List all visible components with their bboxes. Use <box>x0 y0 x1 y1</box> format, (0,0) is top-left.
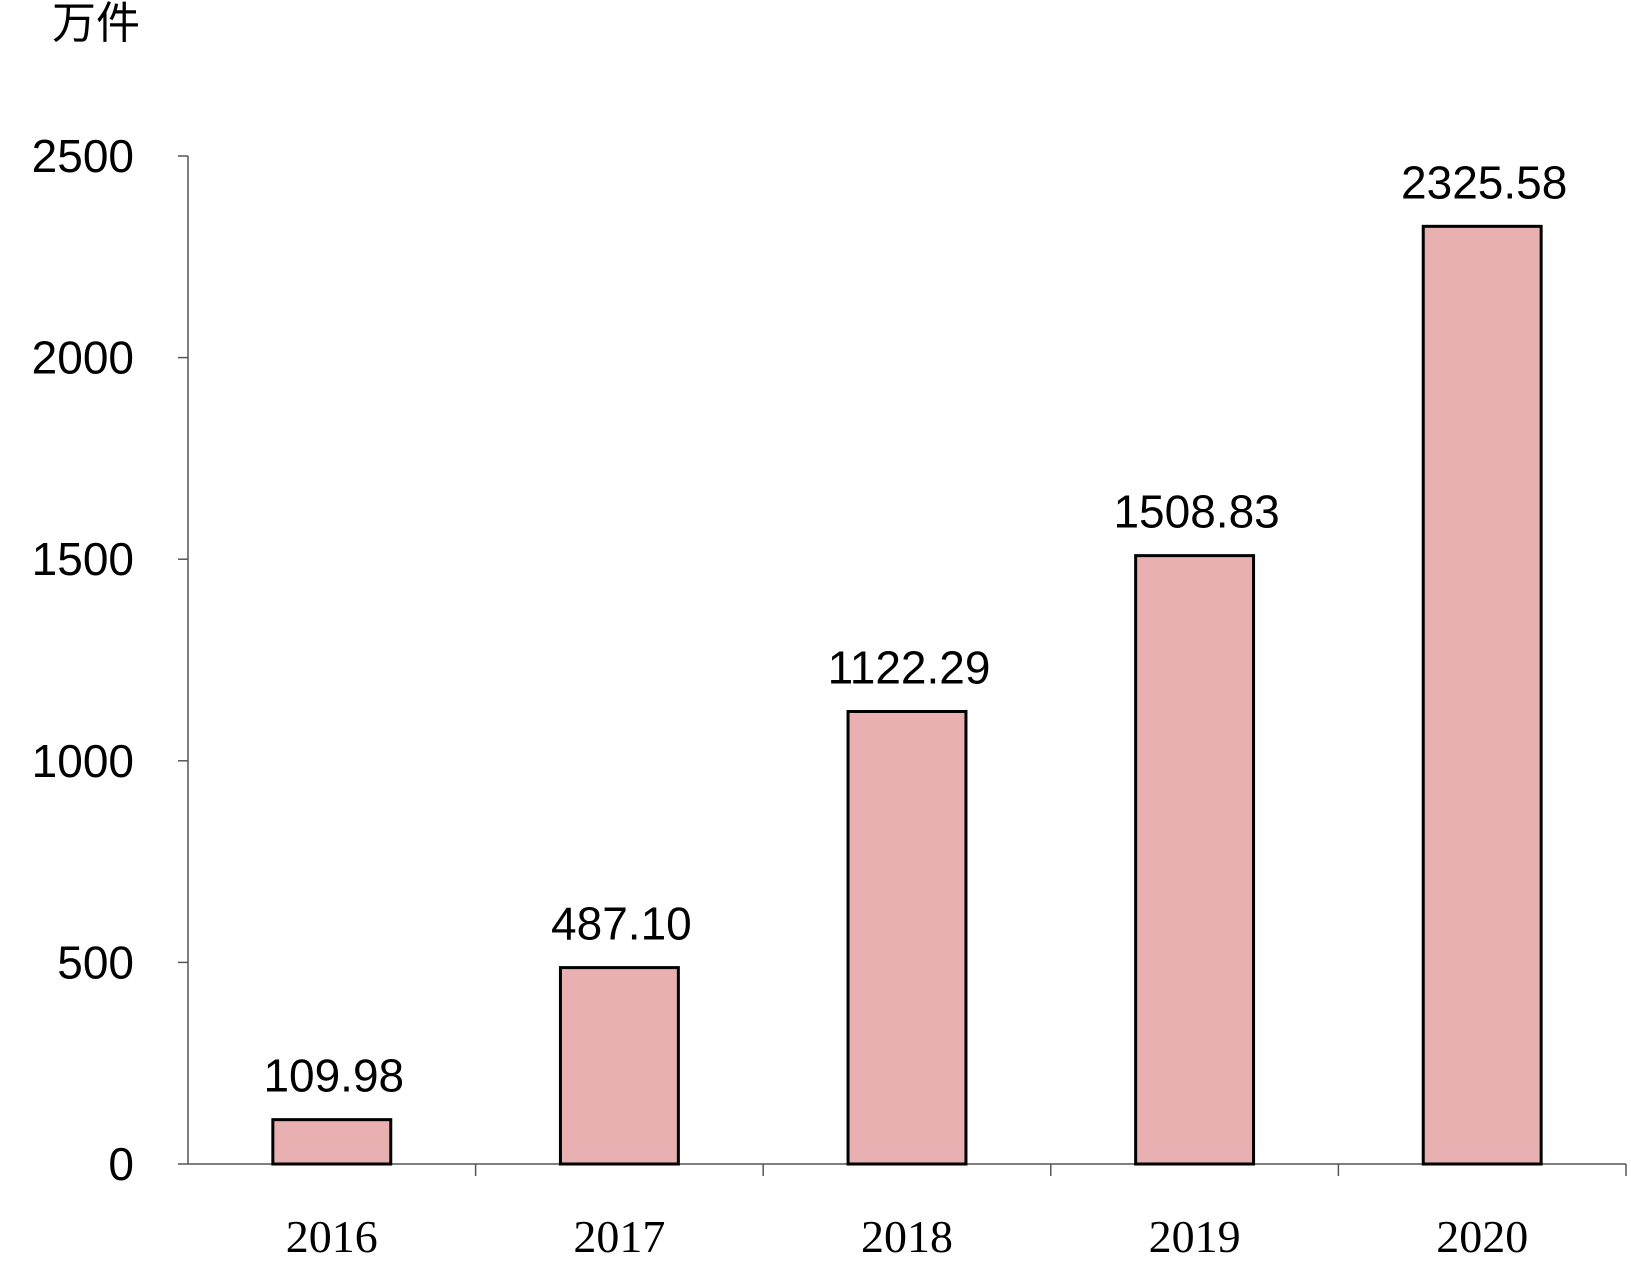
x-tick-label-2019: 2019 <box>1149 1211 1241 1262</box>
y-axis-unit-label: 万件 <box>52 0 140 49</box>
bar-2020 <box>1421 224 1543 1166</box>
x-tick-label-2017: 2017 <box>573 1211 665 1262</box>
x-axis: 2016 2017 2018 2019 2020 <box>188 1163 1627 1262</box>
x-tick-label-2018: 2018 <box>861 1211 953 1262</box>
y-tick-label: 1500 <box>32 533 134 585</box>
data-label-2020: 2325.58 <box>1401 156 1567 208</box>
y-tick-label: 500 <box>57 936 134 988</box>
y-tick-label: 1000 <box>32 735 134 787</box>
bar-2019 <box>1134 554 1256 1166</box>
x-tick-label-2016: 2016 <box>286 1211 378 1262</box>
data-labels: 109.98 487.10 1122.29 1508.83 2325.58 <box>263 156 1567 1101</box>
bar-2018 <box>846 709 968 1166</box>
x-tick-label-2020: 2020 <box>1436 1211 1528 1262</box>
data-label-2019: 1508.83 <box>1113 486 1279 538</box>
y-axis: 0 500 1000 1500 2000 2500 <box>32 130 189 1190</box>
y-tick-label: 2000 <box>32 332 134 384</box>
bar-2016 <box>271 1118 393 1166</box>
bars <box>271 224 1543 1166</box>
bar-2017 <box>558 966 680 1166</box>
data-label-2018: 1122.29 <box>828 641 991 693</box>
y-tick-label: 2500 <box>32 130 134 182</box>
data-label-2016: 109.98 <box>263 1050 404 1102</box>
data-label-2017: 487.10 <box>551 898 692 950</box>
y-tick-label: 0 <box>108 1138 134 1190</box>
